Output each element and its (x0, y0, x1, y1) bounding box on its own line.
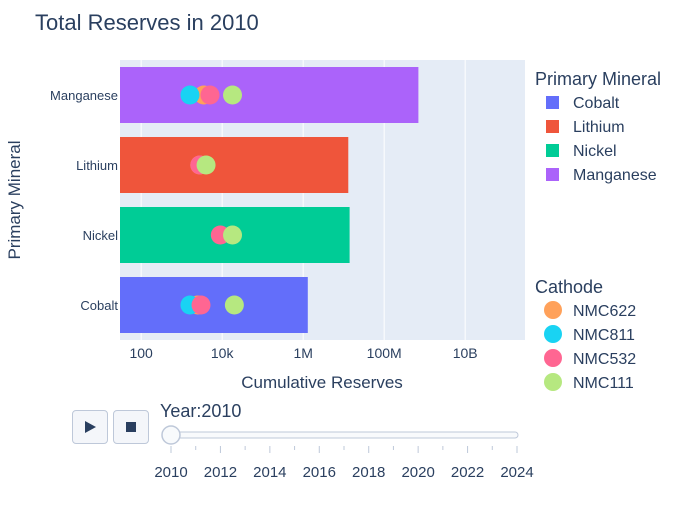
legend-label-nickel: Nickel (573, 143, 617, 160)
play-icon (85, 421, 96, 433)
y-tick-label: Manganese (50, 88, 118, 103)
x-tick-label: 1M (293, 345, 312, 361)
play-button[interactable] (72, 410, 108, 444)
y-tick-label: Nickel (83, 228, 119, 243)
cathode-legend: NMC622 NMC811 NMC532 NMC111 (544, 301, 636, 392)
chart-title: Total Reserves in 2010 (35, 10, 259, 35)
legend-swatch-lithium (546, 120, 559, 133)
legend-label-nmc111: NMC111 (573, 375, 634, 392)
x-tick-label: 10k (211, 345, 235, 361)
y-axis-title: Primary Mineral (5, 140, 24, 259)
stop-icon (126, 422, 136, 432)
slider-tick-label: 2024 (500, 464, 533, 481)
slider-current-value: Year:2010 (160, 401, 241, 421)
slider-tick-label: 2020 (401, 464, 434, 481)
y-tick-label: Lithium (76, 158, 118, 173)
slider-tick-label: 2016 (303, 464, 336, 481)
point-nmc532-manganese (200, 85, 220, 105)
legend-label-nmc622: NMC622 (573, 303, 636, 320)
bars (120, 67, 419, 333)
legend-label-cobalt: Cobalt (573, 95, 620, 112)
legend-swatch-nickel (546, 144, 559, 157)
x-tick-labels: 100 10k 1M 100M 10B (129, 345, 477, 361)
bar-cobalt (120, 277, 308, 333)
x-tick-label: 100 (129, 345, 153, 361)
primary-mineral-legend: Cobalt Lithium Nickel Manganese (546, 95, 657, 184)
point-nmc111-lithium (196, 155, 216, 175)
x-tick-label: 10B (453, 345, 478, 361)
x-axis-title: Cumulative Reserves (241, 373, 403, 392)
bar-lithium (120, 137, 349, 193)
legend-label-nmc532: NMC532 (573, 351, 636, 368)
slider-track[interactable] (169, 431, 519, 439)
legend-swatch-cobalt (546, 96, 559, 109)
legend-label-lithium: Lithium (573, 119, 625, 136)
point-nmc111-nickel (223, 225, 243, 245)
y-tick-labels: Cobalt Nickel Lithium Manganese (50, 88, 118, 313)
legend-marker-nmc622 (544, 301, 562, 319)
scatter-points (180, 85, 244, 315)
x-tick-label: 100M (367, 345, 402, 361)
slider-ticks: 2010 2012 2014 2016 2018 2020 2022 2024 (154, 446, 534, 481)
legend-swatch-manganese (546, 168, 559, 181)
slider-prefix: Year: (160, 401, 201, 421)
point-nmc111-cobalt (224, 295, 244, 315)
legend-label-nmc811: NMC811 (573, 327, 635, 344)
point-nmc111-manganese (223, 85, 243, 105)
slider-tick-label: 2010 (154, 464, 187, 481)
point-nmc532-cobalt (191, 295, 211, 315)
legend-label-manganese: Manganese (573, 167, 657, 184)
slider-tick-label: 2018 (352, 464, 385, 481)
legend-marker-nmc532 (544, 349, 562, 367)
bar-manganese (120, 67, 419, 123)
y-tick-label: Cobalt (80, 298, 118, 313)
legend-marker-nmc111 (544, 373, 562, 391)
cathode-legend-title: Cathode (535, 277, 603, 297)
slider-tick-label: 2012 (204, 464, 237, 481)
stop-button[interactable] (113, 410, 149, 444)
legend-marker-nmc811 (544, 325, 562, 343)
slider-year: 2010 (201, 401, 241, 421)
slider-handle[interactable] (161, 425, 181, 445)
slider-tick-label: 2014 (253, 464, 286, 481)
primary-mineral-legend-title: Primary Mineral (535, 69, 661, 89)
point-nmc811-manganese (180, 85, 200, 105)
slider-tick-label: 2022 (451, 464, 484, 481)
